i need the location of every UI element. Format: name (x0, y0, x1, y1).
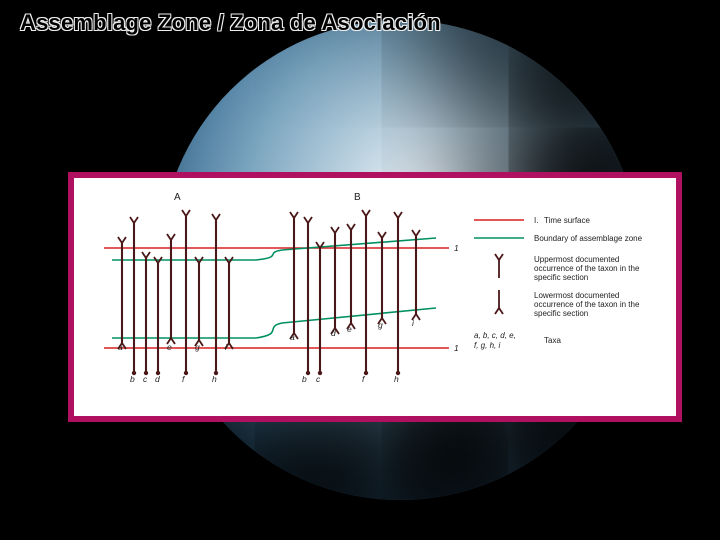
taxon-a-a-label: a (118, 342, 123, 352)
legend-taxa-word: Taxa (544, 336, 561, 345)
taxon-a-f-upper-open (182, 210, 190, 216)
taxon-b-g-label: g (378, 320, 383, 330)
legend-boundary-text: Boundary of assemblage zone (534, 234, 643, 243)
taxon-a-c-upper-open (142, 252, 150, 258)
taxon-a-e-upper-open (167, 234, 175, 240)
legend-lower-symbol-y (495, 308, 503, 314)
section-a-label: A (174, 192, 181, 203)
taxon-a-i-label: i (225, 342, 228, 352)
zone-boundary-bridge-upper (256, 250, 282, 260)
legend-lower-text-1: occurrence of the taxon in the (534, 300, 640, 309)
page-title: Assemblage Zone / Zona de Asociación (20, 10, 700, 36)
legend-upper-symbol-y (495, 254, 503, 260)
taxon-b-d-label: d (331, 328, 336, 338)
taxon-b-f-label: f (362, 374, 366, 384)
taxon-b-a-upper-open (290, 212, 298, 218)
legend-time-pre: I. (534, 216, 538, 225)
taxon-a-d-label: d (155, 374, 160, 384)
taxon-b-e-label: e (347, 324, 352, 334)
legend-upper-text-1: occurrence of the taxon in the (534, 264, 640, 273)
time-surface-upper-label: 1 (454, 243, 459, 253)
taxon-b-a-label: a (290, 332, 295, 342)
taxon-a-c-label: c (143, 374, 148, 384)
taxon-a-e-label: e (167, 342, 172, 352)
time-surface-lower-label: 1 (454, 343, 459, 353)
taxon-b-i-upper-open (412, 230, 420, 236)
diagram-panel: AB11abcdefghiabcdefghiI.Time surfaceBoun… (68, 172, 682, 422)
legend-taxa-list-0: a, b, c, d, e, (474, 331, 516, 340)
taxon-a-a-upper-open (118, 237, 126, 243)
taxon-a-f-label: f (182, 374, 186, 384)
taxon-b-e-upper-open (347, 224, 355, 230)
section-b-label: B (354, 192, 361, 203)
taxon-b-d-upper-open (331, 227, 339, 233)
legend-upper-text-0: Uppermost documented (534, 255, 619, 264)
assemblage-diagram: AB11abcdefghiabcdefghiI.Time surfaceBoun… (74, 178, 676, 416)
taxon-b-b-label: b (302, 374, 307, 384)
taxon-a-f-lower-dot (184, 371, 188, 375)
taxon-a-b-upper-open (130, 217, 138, 223)
taxon-b-i-label: i (412, 318, 415, 328)
taxon-b-c-label: c (316, 374, 321, 384)
taxon-a-h-upper-open (212, 214, 220, 220)
taxon-b-h-upper-open (394, 212, 402, 218)
zone-boundary-bridge-lower (256, 323, 282, 338)
legend-lower-text-2: specific section (534, 309, 588, 318)
taxon-b-h-label: h (394, 374, 399, 384)
taxon-b-f-upper-open (362, 210, 370, 216)
taxon-b-f-lower-dot (364, 371, 368, 375)
legend-upper-text-2: specific section (534, 273, 588, 282)
taxon-a-b-label: b (130, 374, 135, 384)
taxon-a-g-label: g (195, 342, 200, 352)
taxon-a-h-label: h (212, 374, 217, 384)
taxon-b-g-upper-open (378, 232, 386, 238)
legend-time-text: Time surface (544, 216, 590, 225)
taxon-b-b-upper-open (304, 217, 312, 223)
legend-taxa-list-1: f, g, h, i (474, 341, 500, 350)
legend-lower-text-0: Lowermost documented (534, 291, 619, 300)
